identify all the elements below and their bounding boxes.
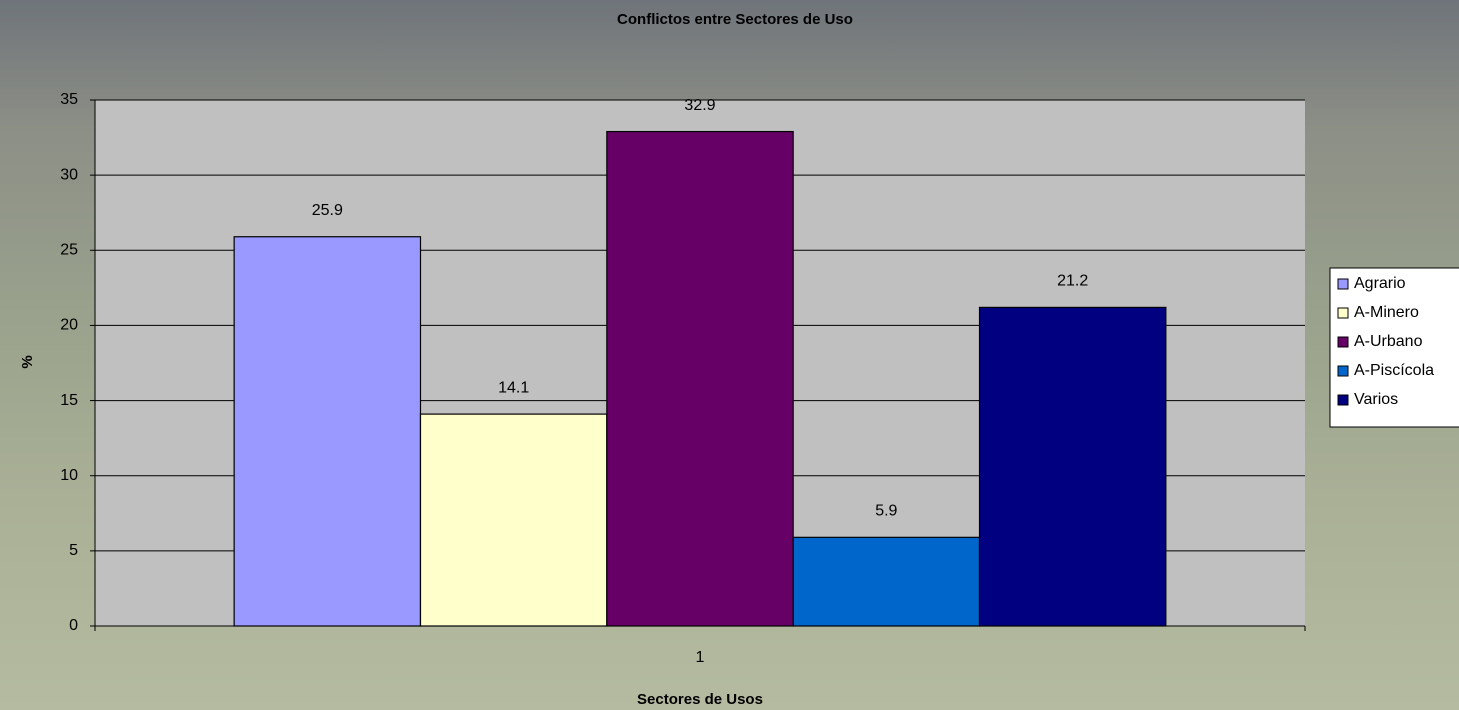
value-label: 25.9 <box>312 202 343 219</box>
x-tick-label: 1 <box>696 649 705 666</box>
y-tick-label: 10 <box>60 467 78 484</box>
y-tick-label: 0 <box>69 617 78 634</box>
y-tick-label: 5 <box>69 542 78 559</box>
value-label: 5.9 <box>875 503 897 520</box>
bar <box>233 236 422 627</box>
chart-title: Conflictos entre Sectores de Uso <box>617 11 853 28</box>
legend-swatch <box>1337 394 1349 406</box>
legend-swatch <box>1337 336 1349 348</box>
value-label: 32.9 <box>684 97 715 114</box>
legend-label: A-Minero <box>1354 304 1419 321</box>
y-tick-label: 35 <box>60 91 78 108</box>
y-tick-label: 15 <box>60 392 78 409</box>
y-tick-label: 20 <box>60 317 78 334</box>
legend-label: Agrario <box>1354 275 1406 292</box>
legend-swatch <box>1337 365 1349 377</box>
value-label: 21.2 <box>1057 273 1088 290</box>
y-tick-label: 30 <box>60 166 78 183</box>
bar <box>606 130 794 627</box>
legend-label: Varios <box>1354 391 1398 408</box>
value-label: 14.1 <box>498 379 529 396</box>
legend-swatch <box>1337 278 1349 290</box>
bar <box>792 536 981 627</box>
legend-label: A-Piscícola <box>1354 362 1434 379</box>
x-axis-label: Sectores de Usos <box>637 691 763 708</box>
y-tick-label: 25 <box>60 242 78 259</box>
legend-swatch <box>1337 307 1349 319</box>
legend-label: A-Urbano <box>1354 333 1423 350</box>
bar <box>978 306 1167 627</box>
y-axis-label: % <box>19 355 36 368</box>
bar <box>419 413 608 627</box>
legend-box <box>1329 267 1459 428</box>
